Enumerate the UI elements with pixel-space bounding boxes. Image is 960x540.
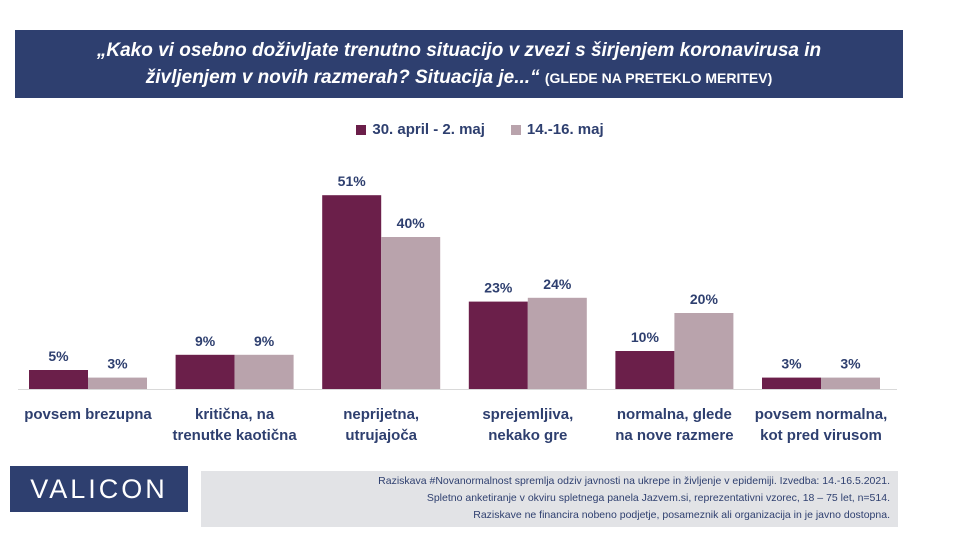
data-label-series-2-cat-1: 3% [107, 356, 128, 372]
category-label-6: povsem normalna, kot pred virusom [751, 404, 891, 446]
category-label-6-line-2: kot pred virusom [760, 427, 882, 444]
category-label-4-line-2: nekako gre [488, 427, 568, 444]
category-label-5-line-1: normalna, glede [616, 406, 732, 423]
category-label-2: kritična, na trenutke kaotična [165, 404, 305, 446]
data-label-series-1-cat-4: 23% [484, 280, 513, 296]
footnote: Raziskava #Novanormalnost spremlja odziv… [201, 471, 898, 527]
bar-series-2-cat-5 [674, 313, 734, 389]
data-label-series-1-cat-1: 5% [48, 348, 69, 364]
category-label-6-line-1: povsem normalna, [754, 406, 888, 423]
bar-chart: 5% 3% 9% 9% 51% 40% 23% 24% 10% 20% 3% 3% [18, 173, 897, 390]
category-label-1: povsem brezupna [18, 404, 158, 425]
bar-series-1-cat-5 [615, 351, 675, 389]
data-label-series-1-cat-3: 51% [338, 173, 367, 189]
data-label-series-1-cat-5: 10% [631, 329, 660, 345]
legend-item-series-2: 14.-16. maj [510, 121, 604, 138]
category-label-3-line-2: utrujajoča [345, 427, 418, 444]
chart-title-question: življenjem v novih razmerah? Situacija j… [145, 66, 540, 88]
legend-label-series-2: 14.-16. maj [526, 121, 604, 138]
bar-series-1-cat-6 [762, 377, 821, 389]
category-label-5-line-2: na nove razmere [615, 427, 734, 444]
data-label-series-2-cat-3: 40% [397, 215, 426, 231]
category-label-2-line-1: kritična, na [194, 406, 275, 423]
legend-swatch-series-2 [510, 124, 521, 135]
bar-series-2-cat-3 [381, 237, 441, 389]
legend-swatch-series-1 [356, 124, 367, 135]
data-label-series-2-cat-2: 9% [254, 333, 275, 349]
footnote-line-3: Raziskave ne financira nobeno podjetje, … [473, 509, 890, 521]
data-label-series-2-cat-5: 20% [690, 291, 719, 307]
data-label-series-2-cat-6: 3% [840, 356, 861, 372]
bar-series-1-cat-1 [29, 370, 88, 389]
category-label-2-line-2: trenutke kaotična [172, 427, 297, 444]
chart-title-line-1: „Kako vi osebno doživljate trenutno situ… [96, 39, 822, 61]
category-label-3-line-1: neprijetna, [343, 406, 420, 423]
legend-label-series-1: 30. april - 2. maj [372, 121, 485, 138]
bar-series-2-cat-4 [527, 297, 587, 389]
bar-series-1-cat-2 [175, 354, 235, 389]
legend-item-series-1: 30. april - 2. maj [356, 121, 485, 138]
bar-series-1-cat-3 [322, 195, 382, 389]
bar-series-2-cat-6 [821, 377, 880, 389]
bar-series-2-cat-2 [234, 354, 294, 389]
category-label-4: sprejemljiva, nekako gre [458, 404, 598, 446]
chart-title-box: „Kako vi osebno doživljate trenutno situ… [15, 30, 903, 98]
footnote-line-2: Spletno anketiranje v okviru spletnega p… [426, 492, 890, 504]
category-label-1-line-1: povsem brezupna [24, 406, 152, 423]
data-label-series-1-cat-6: 3% [781, 356, 802, 372]
valicon-logo: VALICON [10, 466, 188, 512]
category-label-3: neprijetna, utrujajoča [311, 404, 451, 446]
data-label-series-1-cat-2: 9% [195, 333, 216, 349]
bar-series-2-cat-1 [88, 377, 147, 389]
bar-series-1-cat-4 [468, 301, 528, 389]
category-label-4-line-1: sprejemljiva, [482, 406, 574, 423]
chart-legend: 30. april - 2. maj 14.-16. maj [0, 121, 960, 138]
category-label-5: normalna, glede na nove razmere [604, 404, 744, 446]
data-label-series-2-cat-4: 24% [543, 276, 572, 292]
chart-title-line-2: življenjem v novih razmerah? Situacija j… [146, 64, 773, 92]
footnote-line-1: Raziskava #Novanormalnost spremlja odziv… [378, 475, 890, 487]
chart-subtitle: (GLEDE NA PRETEKLO MERITEV) [544, 69, 773, 86]
